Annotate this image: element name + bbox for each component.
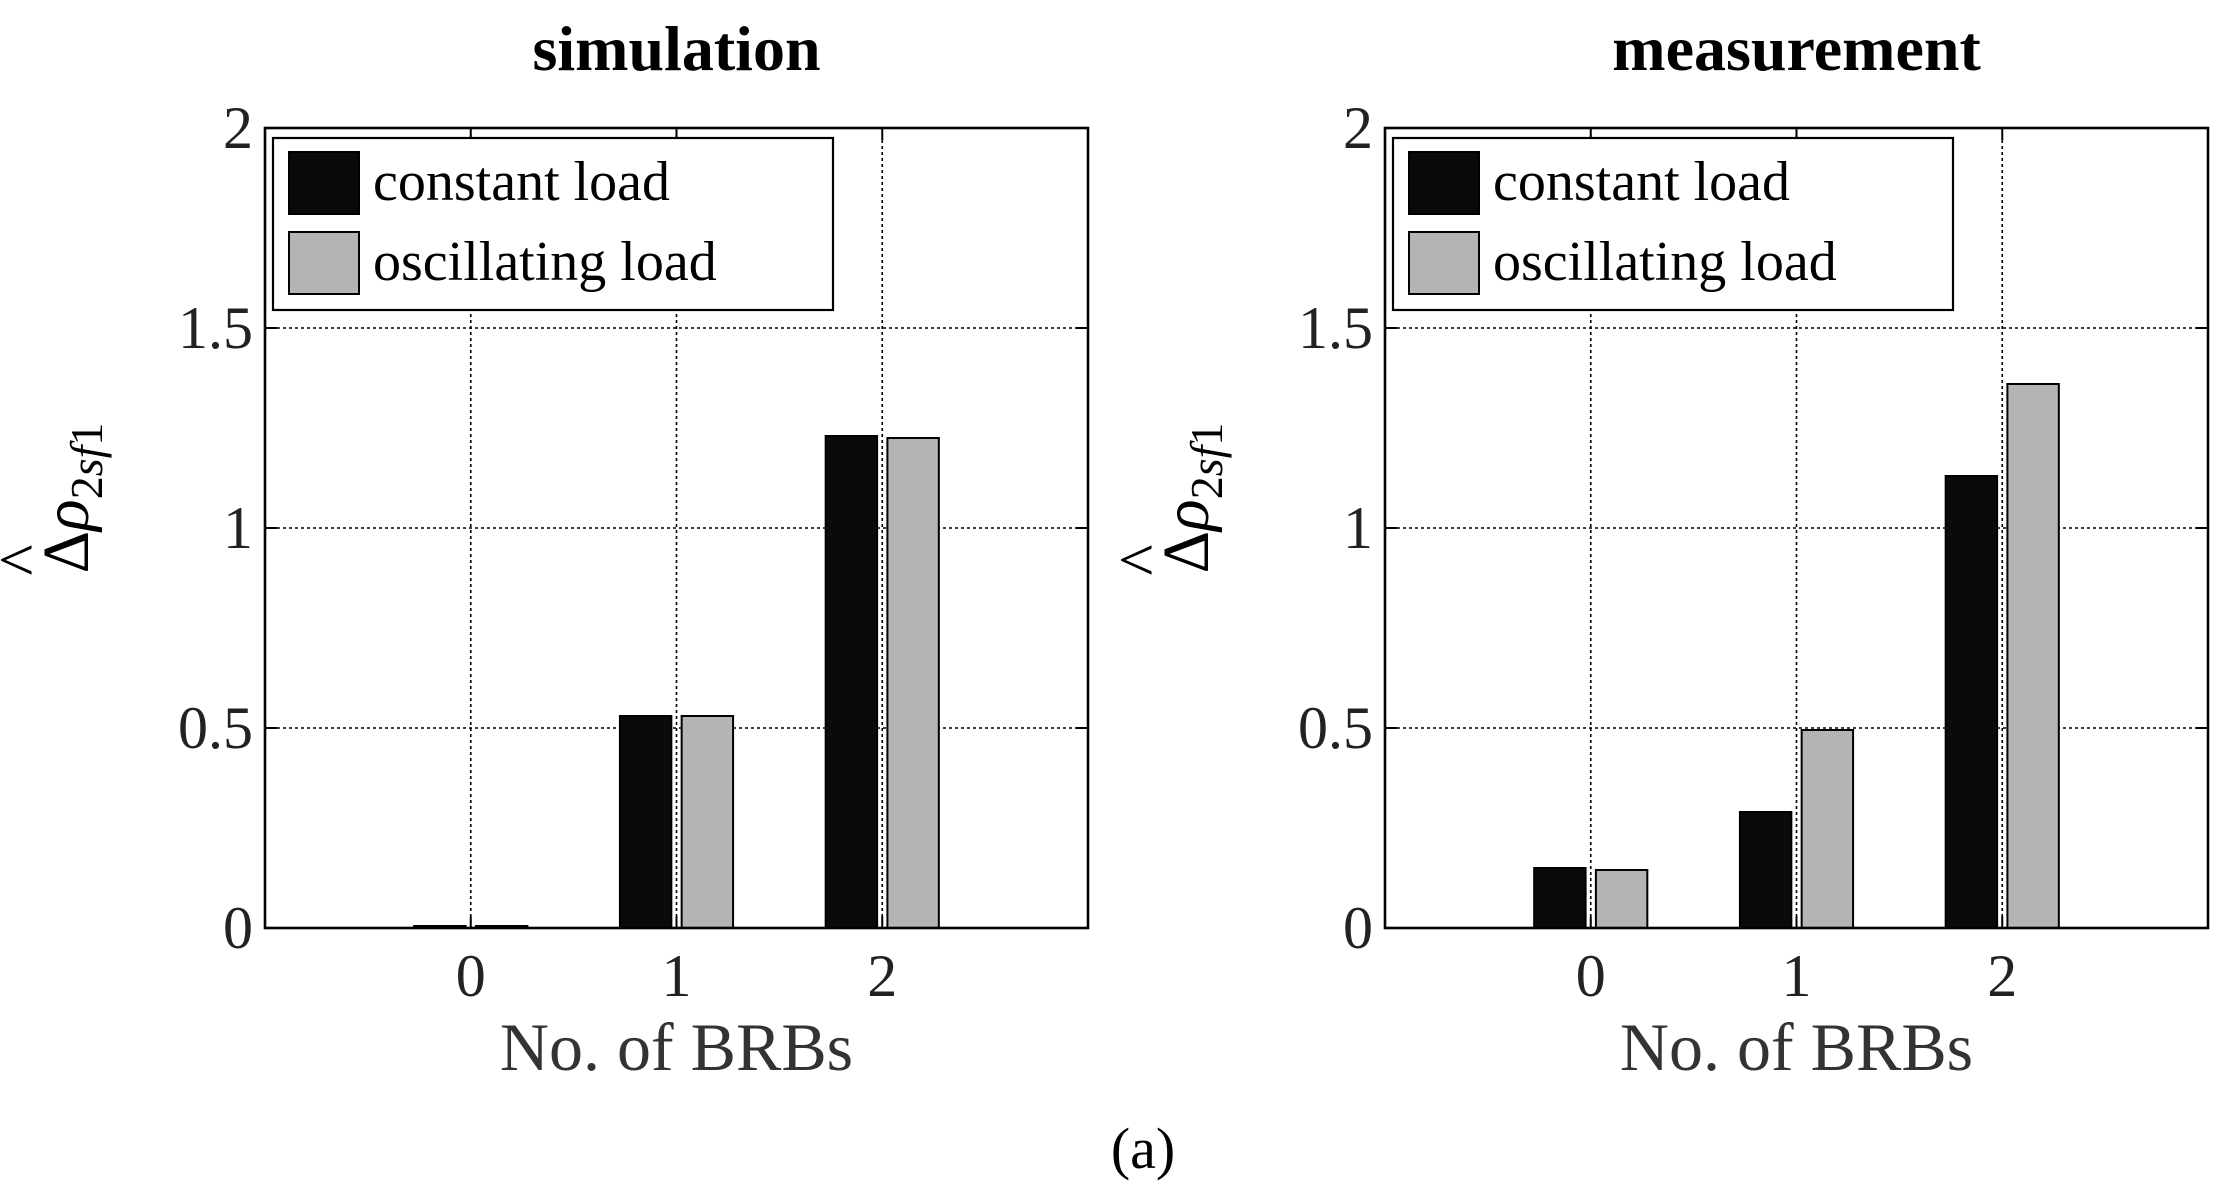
x-tick-label: 2 (1987, 943, 2017, 1009)
y-tick-label: 2 (223, 95, 253, 161)
bar-constant-load-2 (1944, 475, 1999, 929)
y-label-subscript: 2 (61, 476, 112, 499)
legend-label: constant load (373, 151, 670, 213)
legend-label: oscillating load (1493, 231, 1837, 293)
y-label-rho: ρ (1150, 499, 1223, 533)
x-tick-label: 1 (662, 943, 692, 1009)
chart-title: simulation (532, 13, 820, 84)
y-tick-label: 1.5 (1298, 295, 1373, 361)
y-tick-label: 0 (1343, 895, 1373, 961)
y-axis-label: Δρ2sf1^ (0, 423, 112, 576)
y-axis-label: Δρ2sf1^ (1106, 423, 1232, 576)
y-tick-label: 1 (223, 495, 253, 561)
bar-oscillating-load-2 (2006, 383, 2060, 929)
bar-constant-load-0 (1533, 867, 1587, 929)
x-tick-label: 0 (456, 943, 486, 1009)
legend-label: constant load (1493, 151, 1790, 213)
bar-oscillating-load-1 (680, 715, 735, 929)
legend-box (1391, 136, 1955, 312)
bar-constant-load-1 (618, 715, 673, 929)
legend-swatch-oscillating-load (288, 231, 360, 295)
y-tick-label: 0.5 (1298, 695, 1373, 761)
bar-oscillating-load-0 (1594, 869, 1649, 929)
y-label-delta: Δ (1150, 531, 1223, 573)
y-label-rho: ρ (30, 499, 103, 533)
x-axis-label: No. of BRBs (500, 1009, 853, 1085)
y-label-hat: ^ (0, 544, 59, 575)
y-axis-label-text: Δρ2sf1 (30, 423, 112, 574)
chart-title: measurement (1612, 13, 1981, 84)
y-label-subscript: 1 (1181, 423, 1232, 446)
legend: constant load oscillating load (1391, 136, 1955, 312)
y-axis-label-text: Δρ2sf1 (1150, 423, 1232, 574)
bar-oscillating-load-1 (1800, 729, 1855, 929)
y-tick-label: 0.5 (178, 695, 253, 761)
legend-swatch-constant-load (1408, 151, 1480, 215)
y-tick-label: 1 (1343, 495, 1373, 561)
legend-label: oscillating load (373, 231, 717, 293)
y-tick-label: 1.5 (178, 295, 253, 361)
legend: constant load oscillating load (271, 136, 835, 312)
x-tick-label: 2 (867, 943, 897, 1009)
y-label-subscript: 2 (1181, 476, 1232, 499)
legend-swatch-constant-load (288, 151, 360, 215)
y-label-hat: ^ (1106, 544, 1179, 575)
legend-box (271, 136, 835, 312)
y-label-delta: Δ (30, 531, 103, 573)
bar-constant-load-1 (1738, 811, 1793, 929)
y-tick-label: 0 (223, 895, 253, 961)
bar-oscillating-load-2 (886, 437, 940, 929)
x-tick-label: 1 (1782, 943, 1812, 1009)
bar-constant-load-2 (824, 435, 879, 929)
y-tick-label: 2 (1343, 95, 1373, 161)
legend-swatch-oscillating-load (1408, 231, 1480, 295)
x-tick-label: 0 (1576, 943, 1606, 1009)
x-axis-label: No. of BRBs (1620, 1009, 1973, 1085)
panel-caption: (a) (1111, 1116, 1175, 1181)
y-label-subscript: 1 (61, 423, 112, 446)
